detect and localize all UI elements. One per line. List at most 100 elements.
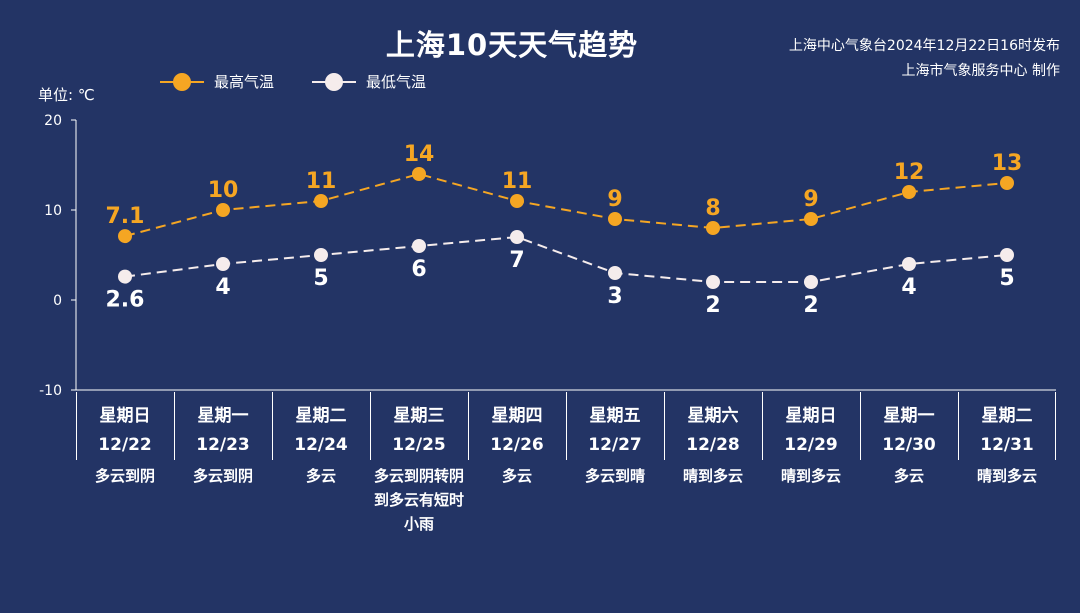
low-temp-label-4: 7 [509, 248, 524, 273]
column-separator [468, 392, 469, 460]
issuer-line-1: 上海中心气象台2024年12月22日16时发布 [788, 38, 1060, 54]
day-column-4: 星期四 12/26 多云 [468, 392, 566, 488]
high-temp-label-4: 11 [502, 169, 533, 194]
day-weekday: 星期一 [883, 406, 935, 426]
day-weather: 晴到多云 [682, 467, 743, 485]
column-separator [958, 392, 959, 460]
high-temp-label-2: 11 [306, 169, 337, 194]
low-temp-label-6: 2 [705, 293, 720, 318]
low-temp-label-2: 5 [313, 266, 328, 291]
day-column-9: 星期二 12/31 晴到多云 [958, 392, 1056, 488]
day-date: 12/29 [784, 435, 838, 455]
low-temp-label-7: 2 [803, 293, 818, 318]
legend-label-high: 最高气温 [214, 73, 275, 91]
day-weekday: 星期四 [491, 406, 543, 426]
day-weekday: 星期一 [197, 406, 249, 426]
day-column-1: 星期一 12/23 多云到阴 [174, 392, 272, 488]
column-separator [860, 392, 861, 460]
high-temp-label-9: 13 [992, 151, 1023, 176]
issuer-line-2: 上海市气象服务中心 制作 [901, 63, 1060, 79]
column-separator [272, 392, 273, 460]
day-date: 12/25 [392, 435, 446, 455]
day-date: 12/26 [490, 435, 544, 455]
column-separator [566, 392, 567, 460]
low-temp-point-0 [118, 269, 132, 284]
legend-swatch-high [160, 72, 204, 92]
day-date: 12/30 [882, 435, 936, 455]
day-date: 12/24 [294, 435, 348, 455]
y-tick-label: -10 [39, 383, 62, 399]
high-temp-point-3 [412, 167, 426, 181]
low-temp-label-5: 3 [607, 284, 622, 309]
column-separator [1055, 392, 1056, 460]
day-weather: 多云 [893, 467, 924, 485]
high-temp-point-2 [314, 194, 328, 208]
day-columns: 星期日 12/22 多云到阴 星期一 12/23 多云到阴 星期二 12/24 多云 星期三 12/… [76, 392, 1056, 552]
day-weather: 晴到多云 [780, 467, 841, 485]
high-temp-point-7 [804, 212, 818, 226]
legend-label-low: 最低气温 [366, 73, 427, 91]
day-date: 12/27 [588, 435, 642, 455]
y-tick-label: 20 [44, 113, 62, 129]
issuer-info: 上海中心气象台2024年12月22日16时发布 上海市气象服务中心 制作 [789, 34, 1060, 84]
day-weather: 多云 [305, 467, 336, 485]
high-temp-point-0 [118, 229, 132, 244]
day-weekday: 星期二 [295, 406, 347, 426]
high-temp-point-5 [608, 212, 622, 226]
legend-swatch-low [312, 72, 357, 92]
day-column-0: 星期日 12/22 多云到阴 [76, 392, 174, 488]
day-date: 12/22 [98, 435, 152, 455]
legend-item-low[interactable]: 最低气温 [312, 71, 426, 92]
high-temp-label-6: 8 [705, 196, 720, 221]
low-temp-label-9: 5 [999, 266, 1014, 291]
column-separator [370, 392, 371, 460]
high-temp-point-6 [706, 221, 720, 235]
day-date: 12/31 [980, 435, 1034, 455]
day-weather: 晴到多云 [976, 467, 1037, 485]
column-separator [762, 392, 763, 460]
day-weather: 多云到晴 [584, 467, 645, 485]
day-column-3: 星期三 12/25 多云到阴转阴到多云有短时小雨 [370, 392, 468, 536]
high-temp-label-8: 12 [894, 160, 925, 185]
low-temp-point-7 [804, 275, 818, 289]
day-weekday: 星期日 [785, 406, 837, 426]
column-separator [664, 392, 665, 460]
legend: 最高气温 最低气温 [160, 71, 426, 92]
day-weekday: 星期二 [981, 406, 1033, 426]
low-temp-label-1: 4 [215, 275, 230, 300]
day-weather: 多云到阴 [192, 467, 253, 485]
column-separator [174, 392, 175, 460]
low-temp-point-2 [314, 248, 328, 262]
high-temp-point-9 [1000, 176, 1014, 190]
high-temp-point-1 [216, 203, 230, 217]
column-separator [76, 392, 77, 460]
low-temp-label-3: 6 [411, 257, 426, 282]
low-temp-line [124, 235, 1008, 283]
day-column-7: 星期日 12/29 晴到多云 [762, 392, 860, 488]
low-temp-point-8 [902, 257, 916, 271]
day-weather: 多云 [501, 467, 532, 485]
low-temp-point-1 [216, 257, 230, 271]
high-temp-label-0: 7.1 [106, 204, 145, 229]
day-column-8: 星期一 12/30 多云 [860, 392, 958, 488]
legend-item-high[interactable]: 最高气温 [160, 71, 274, 92]
low-temp-point-5 [608, 266, 622, 280]
day-weekday: 星期日 [99, 406, 151, 426]
day-weather: 多云到阴转阴到多云有短时小雨 [373, 467, 464, 533]
day-weekday: 星期三 [393, 406, 445, 426]
unit-label: 单位: ℃ [38, 86, 95, 104]
low-temp-point-9 [1000, 248, 1014, 262]
high-temp-label-7: 9 [803, 187, 818, 212]
y-tick-label: 0 [53, 293, 62, 309]
high-temp-label-1: 10 [208, 178, 239, 203]
day-weekday: 星期五 [589, 406, 641, 426]
high-temp-line [124, 172, 1008, 238]
low-temp-label-8: 4 [901, 275, 916, 300]
y-tick-label: 10 [44, 203, 62, 219]
high-temp-point-8 [902, 185, 916, 199]
low-temp-point-6 [706, 275, 720, 289]
day-date: 12/23 [196, 435, 250, 455]
day-date: 12/28 [686, 435, 740, 455]
chart-title: 上海10天天气趋势 [385, 28, 639, 62]
